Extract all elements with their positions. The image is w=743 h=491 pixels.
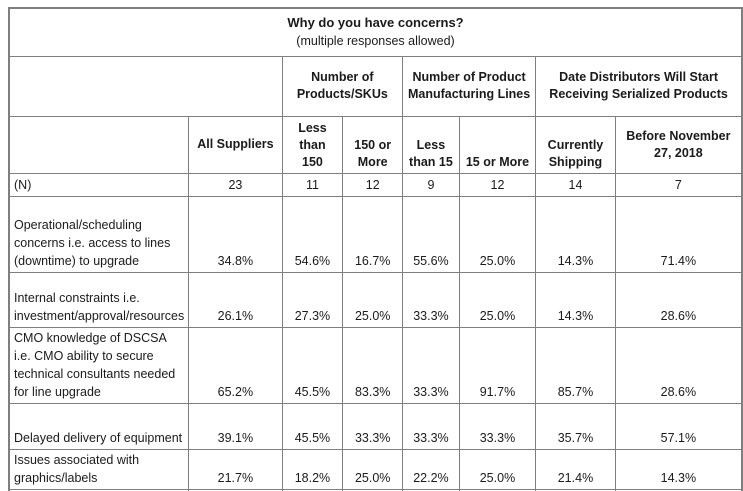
cell-value: 25.0% (342, 272, 404, 328)
cell-value: 22.2% (402, 449, 460, 490)
cell-value: 25.0% (458, 272, 537, 328)
n-value: 9 (402, 173, 460, 197)
group-header-empty (8, 56, 283, 117)
cell-value: 18.2% (281, 449, 344, 490)
column-header-row: All Suppliers Less than 150 150 or More … (8, 116, 743, 174)
cell-value: 54.6% (281, 196, 344, 273)
cell-value: 71.4% (614, 196, 743, 273)
cell-value: 45.5% (281, 327, 344, 404)
cell-value: 55.6% (402, 196, 460, 273)
column-header-15-or-more: 15 or More (458, 116, 537, 174)
n-value: 12 (458, 173, 537, 197)
cell-value: 33.3% (458, 403, 537, 450)
cell-value: 65.2% (188, 327, 283, 404)
cell-value: 33.3% (402, 327, 460, 404)
n-value: 12 (342, 173, 404, 197)
cell-value: 25.0% (342, 449, 404, 490)
column-header-currently-shipping: Currently Shipping (535, 116, 616, 174)
cell-value: 26.1% (188, 272, 283, 328)
cell-value: 57.1% (614, 403, 743, 450)
column-header-all-suppliers: All Suppliers (188, 116, 283, 174)
cell-value: 33.3% (402, 272, 460, 328)
n-row-label: (N) (8, 173, 190, 197)
cell-value: 27.3% (281, 272, 344, 328)
title-cell: Why do you have concerns? (multiple resp… (8, 7, 743, 57)
cell-value: 83.3% (342, 327, 404, 404)
concerns-table: Why do you have concerns? (multiple resp… (8, 7, 743, 491)
table-row: Delayed delivery of equipment 39.1% 45.5… (8, 403, 743, 450)
cell-value: 21.4% (535, 449, 616, 490)
column-header-less-than-150: Less than 150 (281, 116, 344, 174)
table-row: Operational/scheduling concerns i.e. acc… (8, 196, 743, 273)
column-header-less-than-15: Less than 15 (402, 116, 460, 174)
title-row: Why do you have concerns? (multiple resp… (8, 7, 743, 57)
n-value: 7 (614, 173, 743, 197)
row-label: Operational/scheduling concerns i.e. acc… (8, 196, 190, 273)
cell-value: 28.6% (614, 327, 743, 404)
cell-value: 21.7% (188, 449, 283, 490)
cell-value: 85.7% (535, 327, 616, 404)
table-title: Why do you have concerns? (287, 15, 464, 30)
cell-value: 16.7% (342, 196, 404, 273)
row-label: CMO knowledge of DSCSA i.e. CMO ability … (8, 327, 190, 404)
cell-value: 91.7% (458, 327, 537, 404)
column-header-before-nov: Before November 27, 2018 (614, 116, 743, 174)
n-value: 23 (188, 173, 283, 197)
row-label: Issues associated with graphics/labels (8, 449, 190, 490)
row-label: Internal constraints i.e. investment/app… (8, 272, 190, 328)
group-header-row: Number of Products/SKUs Number of Produc… (8, 56, 743, 117)
cell-value: 33.3% (402, 403, 460, 450)
cell-value: 45.5% (281, 403, 344, 450)
cell-value: 34.8% (188, 196, 283, 273)
table-row: Issues associated with graphics/labels 2… (8, 449, 743, 490)
n-value: 14 (535, 173, 616, 197)
group-header-products-skus: Number of Products/SKUs (281, 56, 404, 117)
clipped-row (8, 489, 743, 491)
n-value: 11 (281, 173, 344, 197)
group-header-serialized-date: Date Distributors Will Start Receiving S… (535, 56, 743, 117)
table-row: CMO knowledge of DSCSA i.e. CMO ability … (8, 327, 743, 404)
column-header-150-or-more: 150 or More (342, 116, 404, 174)
cell-value: 14.3% (535, 272, 616, 328)
column-header-empty (8, 116, 190, 174)
cell-value: 25.0% (458, 196, 537, 273)
n-row: (N) 23 11 12 9 12 14 7 (8, 173, 743, 197)
cell-value: 35.7% (535, 403, 616, 450)
cell-value: 14.3% (535, 196, 616, 273)
cell-value: 39.1% (188, 403, 283, 450)
table-subtitle: (multiple responses allowed) (296, 34, 455, 48)
cell-value: 25.0% (458, 449, 537, 490)
cell-value: 14.3% (614, 449, 743, 490)
row-label: Delayed delivery of equipment (8, 403, 190, 450)
cell-value: 33.3% (342, 403, 404, 450)
group-header-manufacturing-lines: Number of Product Manufacturing Lines (402, 56, 537, 117)
table-row: Internal constraints i.e. investment/app… (8, 272, 743, 328)
cell-value: 28.6% (614, 272, 743, 328)
